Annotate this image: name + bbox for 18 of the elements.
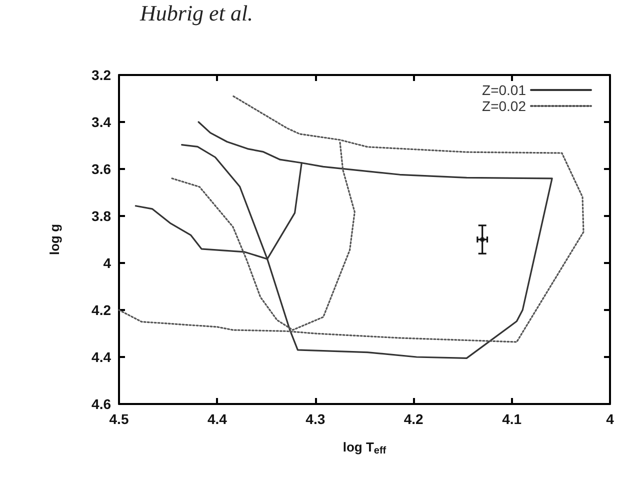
x-tick-label: 4 bbox=[606, 411, 614, 427]
x-tick-label: 4.1 bbox=[502, 411, 522, 427]
y-tick-label: 3.6 bbox=[92, 161, 112, 177]
legend-label: Z=0.02 bbox=[482, 98, 526, 114]
y-tick-label: 4.4 bbox=[92, 349, 112, 365]
x-tick-label: 4.4 bbox=[207, 411, 228, 427]
y-tick-label: 4 bbox=[103, 255, 112, 271]
y-axis-title: log g bbox=[47, 224, 62, 256]
text: Hubrig et al. bbox=[139, 0, 254, 26]
y-tick-label: 3.4 bbox=[92, 114, 112, 130]
x-tick-label: 4.2 bbox=[404, 411, 424, 427]
y-tick-label: 3.2 bbox=[92, 67, 112, 83]
y-tick-label: 3.8 bbox=[92, 208, 112, 224]
legend-label: Z=0.01 bbox=[482, 82, 526, 98]
x-tick-label: 4.5 bbox=[109, 411, 129, 427]
y-tick-label: 4.6 bbox=[92, 396, 112, 412]
x-tick-label: 4.3 bbox=[306, 411, 326, 427]
y-tick-label: 4.2 bbox=[92, 302, 112, 318]
